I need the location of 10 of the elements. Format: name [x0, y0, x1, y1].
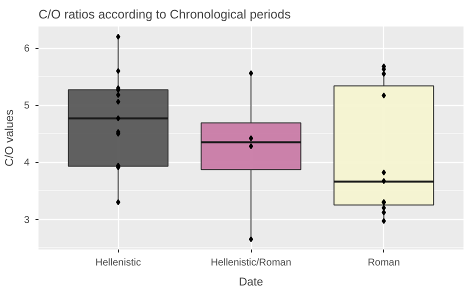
chart-title: C/O ratios according to Chronological periods	[38, 8, 291, 22]
x-tick-label: Hellenistic	[95, 258, 141, 268]
x-tick-label: Hellenistic/Roman	[210, 258, 292, 268]
y-tick-label: 4	[24, 158, 30, 169]
x-tick-label: Roman	[368, 258, 400, 268]
y-tick-label: 3	[24, 214, 30, 226]
y-tick-label: 5	[24, 100, 30, 112]
y-axis-title: C/O values	[4, 109, 16, 166]
x-axis-title: Date	[238, 276, 264, 288]
y-tick-label: 6	[24, 44, 30, 55]
